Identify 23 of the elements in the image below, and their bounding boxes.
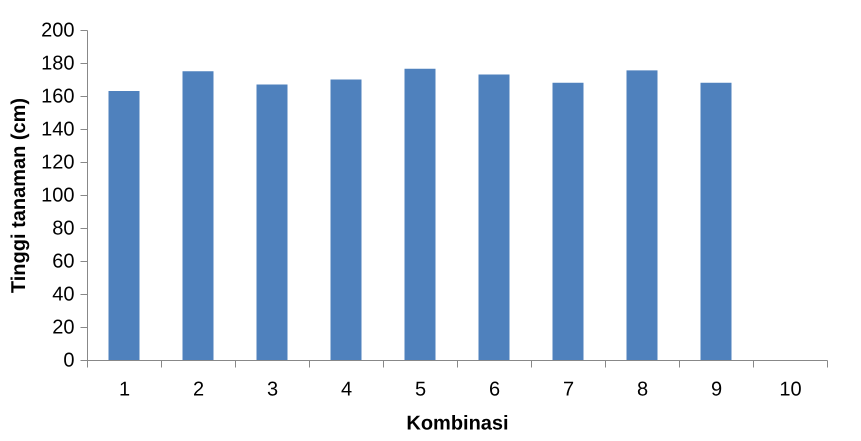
- y-tick-label: 40: [52, 284, 74, 306]
- x-tick-label: 1: [118, 378, 130, 400]
- x-axis-title: Kombinasi: [406, 412, 509, 434]
- x-tick-label: 5: [414, 378, 426, 400]
- y-tick-label: 120: [41, 152, 74, 174]
- y-tick-label: 0: [63, 350, 74, 372]
- y-tick-label: 60: [52, 250, 74, 272]
- y-tick-label: 100: [41, 184, 74, 206]
- y-tick-label: 180: [41, 52, 74, 74]
- y-tick-label: 140: [41, 118, 74, 140]
- x-tick-label: 8: [636, 378, 648, 400]
- x-tick-label: 9: [710, 378, 722, 400]
- x-tick-label: 10: [779, 378, 802, 400]
- x-tick-label: 2: [192, 378, 204, 400]
- x-tick-label: 4: [340, 378, 352, 400]
- y-axis-title: Tinggi tanaman (cm): [8, 98, 30, 294]
- x-tick-label: 6: [488, 378, 500, 400]
- y-tick-label: 160: [41, 86, 74, 108]
- y-tick-label: 200: [41, 20, 74, 42]
- y-tick-label: 20: [52, 316, 74, 338]
- y-tick-label: 80: [52, 218, 74, 240]
- x-tick-label: 7: [562, 378, 574, 400]
- x-tick-label: 3: [266, 378, 278, 400]
